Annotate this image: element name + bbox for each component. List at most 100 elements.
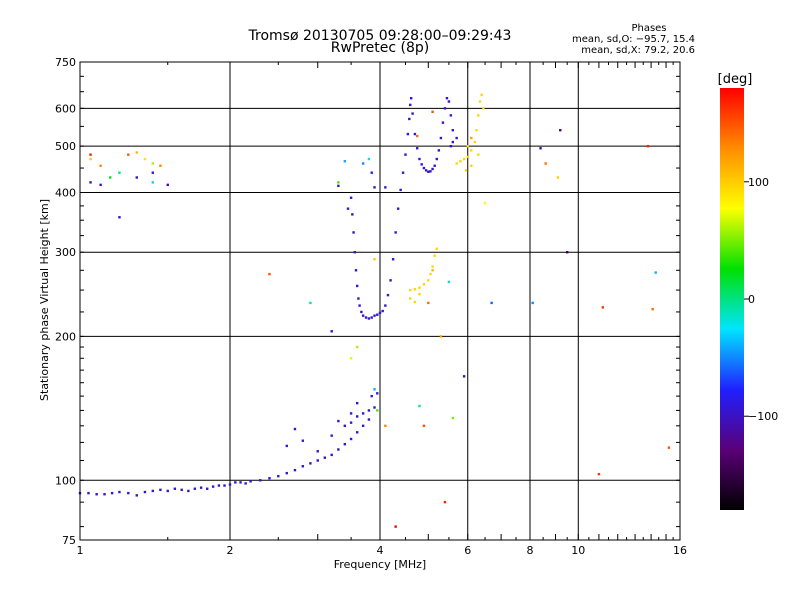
data-point xyxy=(159,488,162,492)
data-point xyxy=(361,162,365,165)
data-point xyxy=(358,304,361,307)
y-tick-label: 75 xyxy=(62,534,76,547)
grid-lines xyxy=(80,62,680,540)
data-point xyxy=(376,409,379,412)
x-tick-label: 10 xyxy=(571,544,585,557)
data-point xyxy=(346,207,350,210)
data-point xyxy=(309,301,312,305)
x-tick-label: 1 xyxy=(77,544,84,557)
x-tick-labels: 1 2 4 6 8 10 16 xyxy=(77,544,688,557)
data-point xyxy=(301,439,305,442)
data-point xyxy=(217,484,221,487)
data-point xyxy=(373,388,376,391)
data-point xyxy=(470,164,473,167)
data-point xyxy=(597,472,601,476)
data-point xyxy=(406,132,410,136)
data-point xyxy=(309,462,312,465)
data-point xyxy=(427,301,430,305)
data-point xyxy=(337,419,340,423)
data-point xyxy=(654,271,657,274)
colorbar-tick-label: −100 xyxy=(748,410,778,423)
data-point xyxy=(470,136,473,140)
data-point xyxy=(159,164,162,167)
data-point xyxy=(223,484,226,487)
data-point xyxy=(143,157,147,161)
data-point xyxy=(360,310,363,314)
data-point xyxy=(386,293,390,297)
data-point xyxy=(349,437,353,441)
colorbar-label: [deg] xyxy=(718,72,753,87)
data-point xyxy=(477,153,480,156)
data-point xyxy=(384,186,387,189)
data-point xyxy=(439,136,443,140)
data-point xyxy=(151,181,155,184)
data-point xyxy=(480,93,483,97)
data-point xyxy=(316,450,319,453)
data-point xyxy=(373,258,376,261)
data-point xyxy=(473,140,477,144)
data-point xyxy=(370,171,373,174)
data-point xyxy=(277,474,280,478)
data-point xyxy=(89,157,92,161)
data-point xyxy=(646,144,650,148)
data-point xyxy=(462,375,466,378)
data-point xyxy=(234,481,237,484)
colorbar-tick-label: 100 xyxy=(748,176,769,189)
data-point xyxy=(343,442,347,446)
data-point xyxy=(409,297,412,300)
data-point xyxy=(173,487,177,490)
data-point xyxy=(285,444,288,448)
data-point xyxy=(364,316,368,319)
y-tick-label: 500 xyxy=(55,140,76,153)
data-point xyxy=(376,313,379,316)
data-point xyxy=(228,483,232,486)
data-point xyxy=(539,147,542,150)
data-point xyxy=(370,394,373,398)
data-point xyxy=(330,330,333,333)
data-point xyxy=(151,489,155,493)
data-point xyxy=(531,301,534,305)
data-point xyxy=(239,481,242,484)
data-point xyxy=(95,493,98,496)
x-axis-label: Frequency [MHz] xyxy=(334,558,426,571)
data-point xyxy=(361,314,365,317)
data-point xyxy=(343,424,347,428)
data-point xyxy=(373,314,376,317)
data-point xyxy=(447,280,451,284)
data-point xyxy=(445,96,449,100)
data-point xyxy=(431,265,434,268)
data-point xyxy=(470,149,473,152)
data-point xyxy=(349,196,353,199)
data-point xyxy=(394,525,397,528)
data-point xyxy=(211,485,215,488)
data-point xyxy=(166,183,169,187)
data-point xyxy=(418,286,421,289)
data-point xyxy=(205,487,209,490)
data-point xyxy=(381,309,384,313)
y-tick-label: 200 xyxy=(55,330,76,343)
y-axis-label: Stationary phase Virtual Height [km] xyxy=(38,199,51,401)
y-tick-label: 100 xyxy=(55,474,76,487)
data-point xyxy=(99,183,102,187)
data-point xyxy=(429,272,432,276)
data-point xyxy=(355,415,359,418)
data-point xyxy=(455,162,458,165)
data-point xyxy=(601,306,605,309)
data-point xyxy=(166,489,169,493)
data-point xyxy=(337,184,340,188)
data-point xyxy=(559,128,562,132)
data-point xyxy=(89,153,92,156)
data-point xyxy=(435,247,438,250)
data-point xyxy=(367,409,371,412)
data-point xyxy=(394,231,397,234)
data-point xyxy=(355,401,359,405)
y-tick-label: 750 xyxy=(55,56,76,69)
y-tick-labels: 75 100 200 300 400 500 600 750 xyxy=(55,56,76,547)
data-point xyxy=(370,316,373,319)
data-point xyxy=(118,171,121,174)
data-point xyxy=(367,157,371,161)
data-point xyxy=(544,162,547,165)
phases-o-stats: mean, sd,O: −95.7, 15.4 xyxy=(572,34,695,45)
colorbar-tick-label: 0 xyxy=(748,293,755,306)
